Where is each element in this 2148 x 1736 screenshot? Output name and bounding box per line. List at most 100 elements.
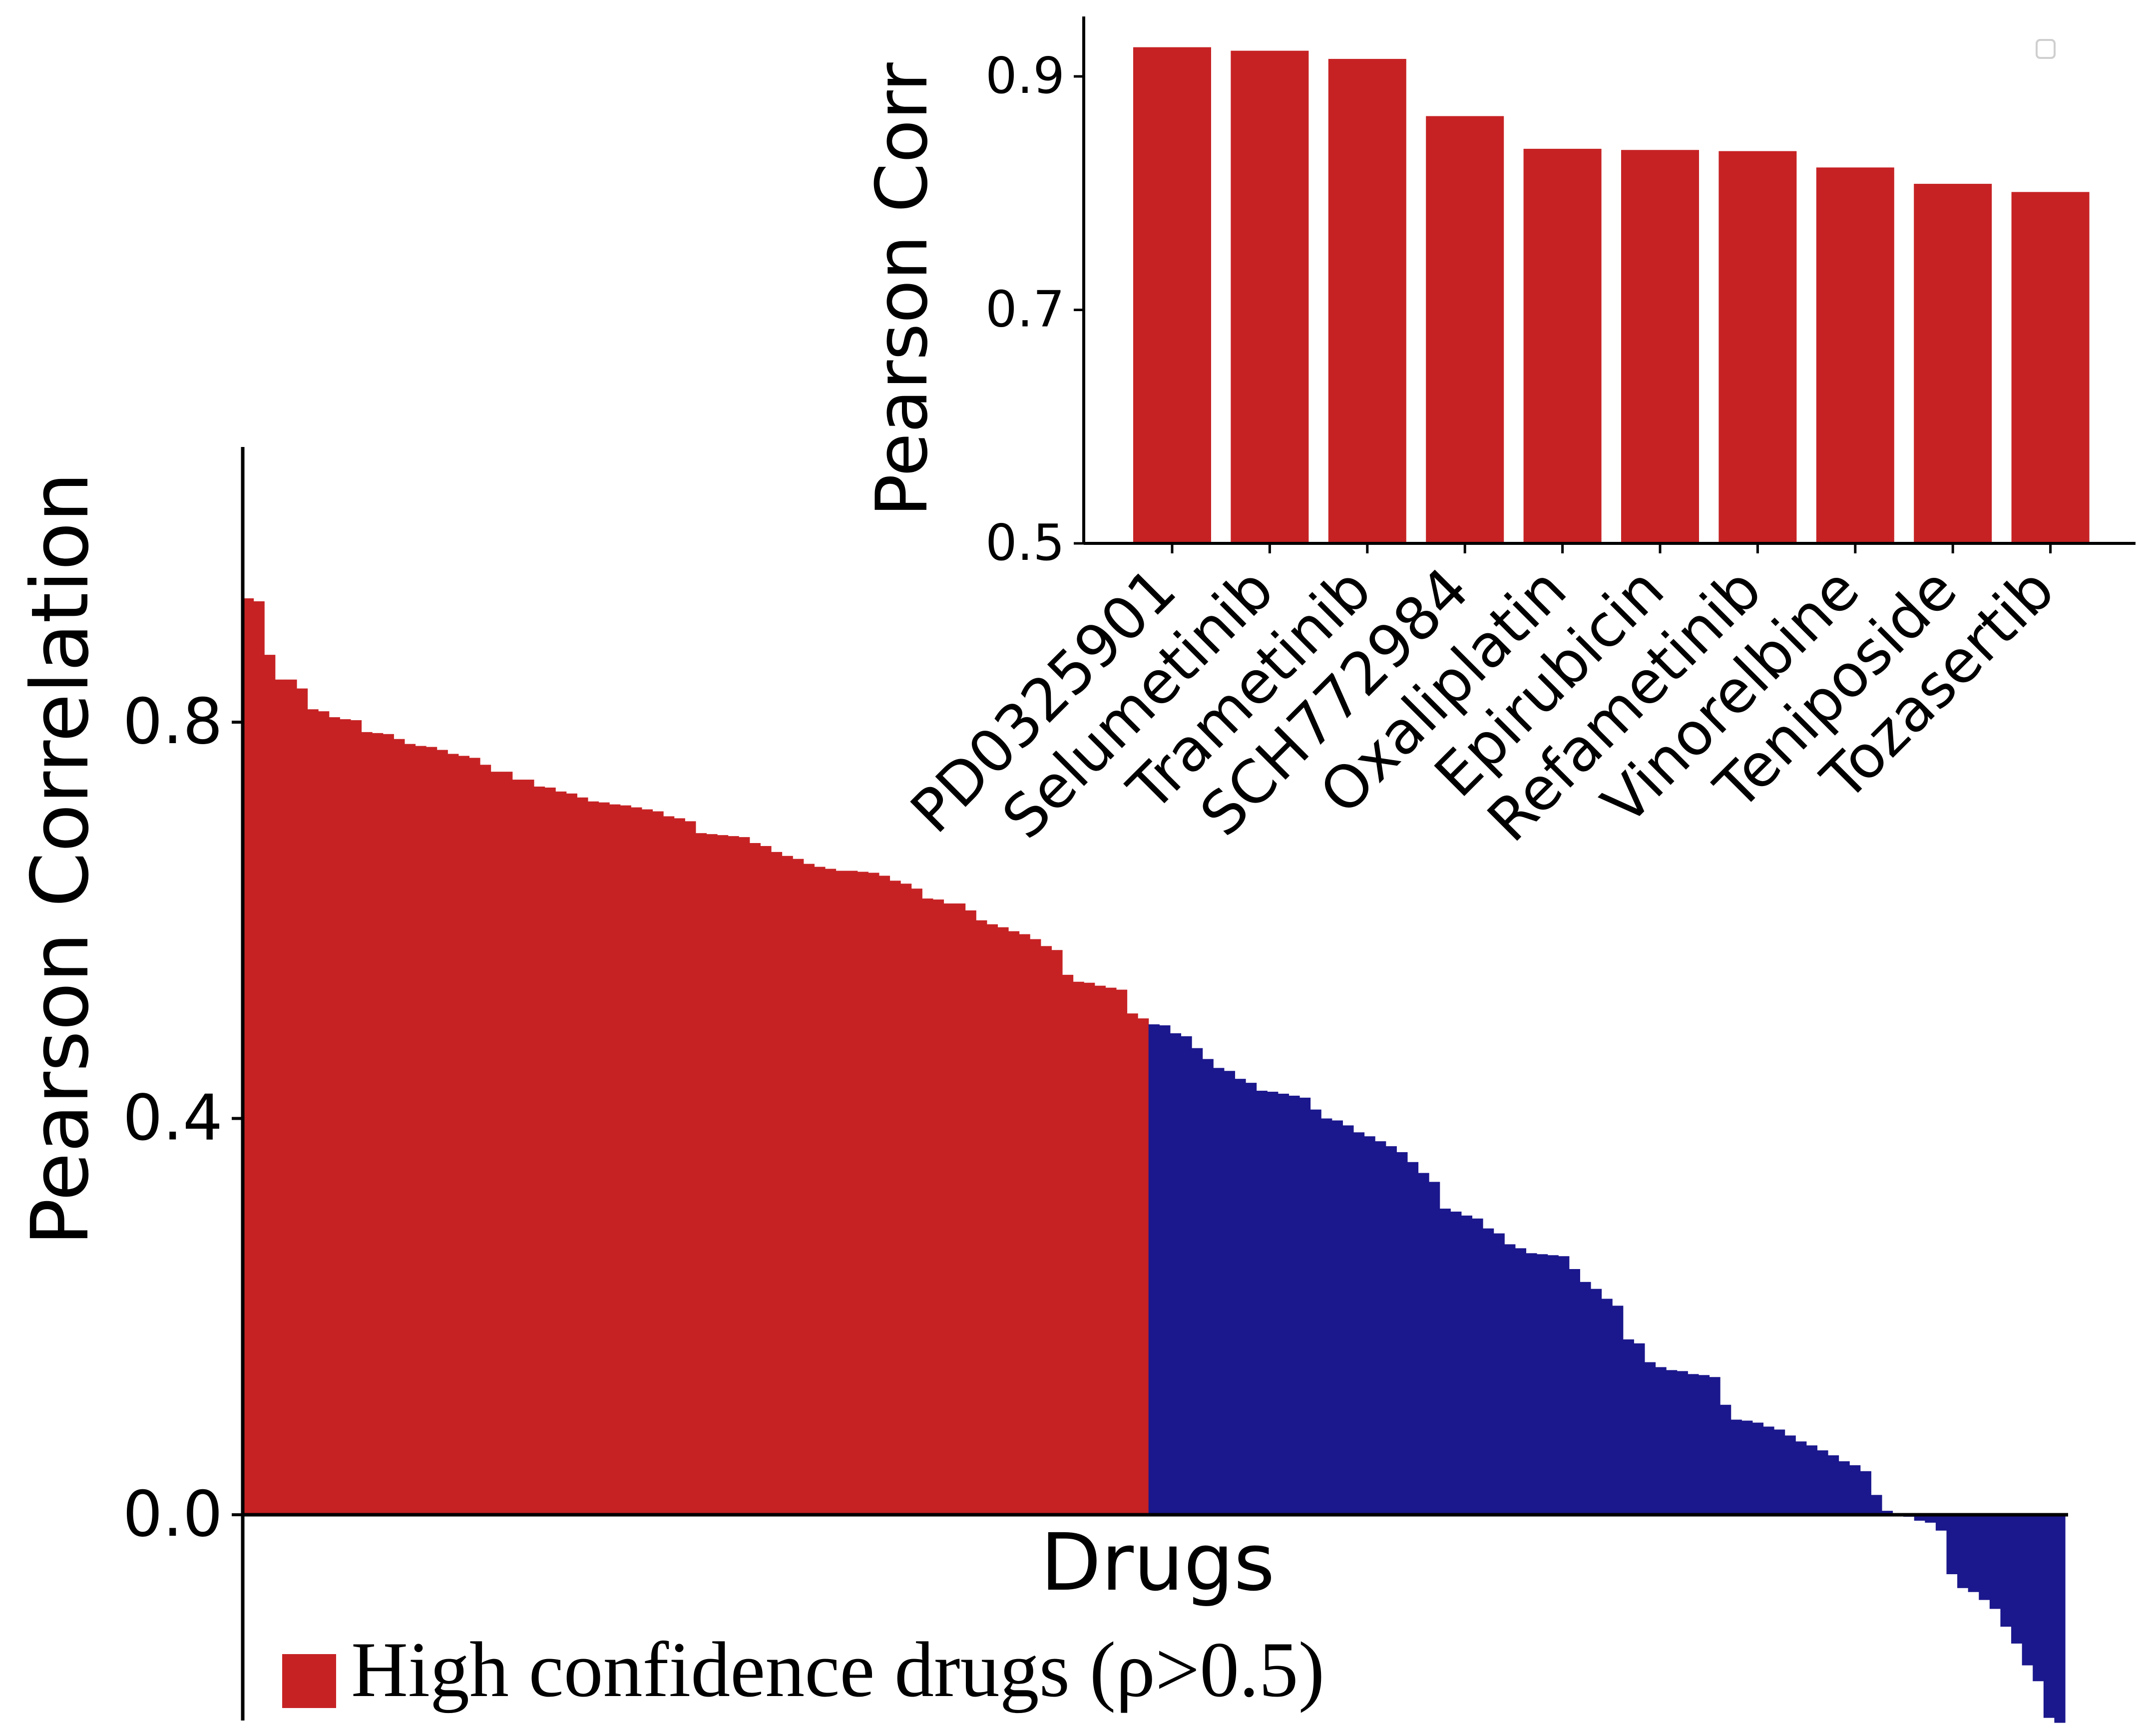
main-bar-130 — [1634, 1343, 1645, 1515]
main-bar-19 — [436, 750, 448, 1515]
main-bar-3 — [264, 655, 276, 1515]
main-bar-146 — [1806, 1445, 1817, 1515]
inset-empty-legend — [2036, 39, 2056, 59]
main-bar-75 — [1040, 946, 1052, 1515]
main-bar-15 — [394, 739, 405, 1515]
main-bar-13 — [372, 733, 384, 1515]
main-bar-108 — [1396, 1152, 1408, 1515]
main-chart: 0.0 0.4 0.8 Pearson Correlation Drugs High… — [14, 447, 2068, 1723]
main-bar-27 — [523, 780, 534, 1515]
legend-label-high-confidence: High confidence drugs (ρ>0.5) — [351, 1626, 1324, 1714]
main-bar-42 — [685, 821, 696, 1515]
main-bar-134 — [1677, 1371, 1688, 1515]
inset-chart: 0.5 0.7 0.9 PD0325901SelumetinibTrametinib… — [861, 16, 2136, 855]
main-bar-9 — [329, 717, 340, 1515]
main-bar-164 — [2000, 1515, 2012, 1627]
inset-y-tick-label: 0.9 — [985, 46, 1065, 105]
main-bar-123 — [1558, 1256, 1570, 1515]
main-bar-139 — [1730, 1419, 1742, 1515]
main-bar-26 — [512, 780, 523, 1515]
inset-bar-selumetinib — [1231, 50, 1309, 543]
main-bar-25 — [501, 772, 513, 1515]
main-bar-4 — [275, 679, 286, 1515]
main-bar-103 — [1342, 1125, 1354, 1515]
main-bar-166 — [2022, 1515, 2033, 1666]
main-bar-18 — [426, 747, 437, 1515]
main-y-tick-label: 0.0 — [123, 1477, 223, 1551]
main-bar-10 — [340, 719, 351, 1515]
main-bar-43 — [695, 833, 707, 1515]
main-bar-99 — [1299, 1097, 1311, 1515]
main-bar-89 — [1192, 1048, 1203, 1515]
main-bar-142 — [1763, 1426, 1774, 1515]
inset-bar-sch772984 — [1426, 116, 1504, 544]
main-bar-34 — [598, 802, 610, 1515]
main-bar-12 — [361, 732, 373, 1515]
main-bar-61 — [889, 880, 901, 1515]
main-bar-124 — [1569, 1269, 1580, 1515]
main-bar-160 — [1957, 1515, 1969, 1588]
main-bar-2 — [253, 601, 265, 1515]
main-bar-85 — [1148, 1024, 1160, 1515]
main-y-tick-label: 0.4 — [123, 1081, 223, 1155]
main-bar-63 — [911, 888, 922, 1515]
inset-y-tick-label: 0.5 — [985, 513, 1065, 572]
main-bar-101 — [1321, 1118, 1332, 1515]
main-bar-102 — [1331, 1120, 1343, 1515]
main-bar-28 — [533, 786, 545, 1515]
main-y-ticks: 0.0 0.4 0.8 — [123, 685, 243, 1551]
main-bar-55 — [825, 868, 837, 1515]
main-bar-5 — [286, 679, 297, 1515]
main-bar-118 — [1504, 1244, 1516, 1515]
main-bar-46 — [728, 836, 739, 1515]
main-bar-54 — [814, 867, 826, 1515]
main-bar-117 — [1493, 1233, 1505, 1515]
main-bar-157 — [1925, 1515, 1936, 1523]
main-bar-80 — [1094, 985, 1106, 1515]
main-bar-167 — [2033, 1515, 2044, 1682]
main-bar-51 — [782, 856, 793, 1515]
main-bar-147 — [1817, 1450, 1828, 1515]
main-bar-109 — [1407, 1162, 1419, 1515]
main-bar-65 — [932, 899, 944, 1515]
main-bar-29 — [544, 787, 556, 1515]
main-bar-33 — [587, 801, 599, 1515]
main-bar-129 — [1623, 1339, 1634, 1515]
main-bar-107 — [1385, 1146, 1397, 1515]
main-bar-125 — [1580, 1282, 1591, 1515]
main-bar-127 — [1601, 1299, 1613, 1515]
main-bar-60 — [878, 875, 890, 1515]
main-bar-72 — [1008, 931, 1020, 1515]
main-bar-6 — [296, 688, 308, 1515]
main-bar-24 — [490, 772, 502, 1515]
main-bar-31 — [566, 793, 577, 1515]
main-bar-59 — [868, 872, 879, 1515]
main-bar-141 — [1752, 1422, 1764, 1515]
main-bar-120 — [1526, 1253, 1537, 1515]
main-bar-122 — [1547, 1255, 1559, 1515]
main-bar-81 — [1105, 987, 1117, 1515]
main-bar-67 — [954, 903, 966, 1515]
main-bar-23 — [480, 765, 491, 1515]
main-bar-98 — [1289, 1095, 1300, 1515]
main-bar-32 — [577, 797, 588, 1515]
main-bar-114 — [1461, 1215, 1473, 1515]
main-bar-162 — [1979, 1515, 1990, 1600]
inset-bar-tozasertib — [2011, 192, 2090, 543]
main-bar-94 — [1246, 1083, 1257, 1515]
main-bar-88 — [1181, 1036, 1192, 1515]
main-bar-93 — [1235, 1079, 1246, 1515]
legend-swatch-high-confidence — [282, 1654, 336, 1708]
inset-bar-vinorelbine — [1816, 167, 1894, 544]
inset-bar-refametinib — [1718, 151, 1797, 544]
main-bar-133 — [1666, 1370, 1678, 1515]
main-bar-84 — [1138, 1018, 1149, 1515]
main-bar-36 — [620, 805, 631, 1515]
inset-y-tick-label: 0.7 — [985, 280, 1065, 339]
main-bar-128 — [1612, 1305, 1624, 1515]
main-bar-149 — [1838, 1461, 1850, 1515]
main-bar-40 — [663, 816, 675, 1515]
main-bar-92 — [1224, 1071, 1236, 1515]
main-bar-30 — [555, 791, 567, 1515]
main-bar-90 — [1202, 1059, 1214, 1515]
